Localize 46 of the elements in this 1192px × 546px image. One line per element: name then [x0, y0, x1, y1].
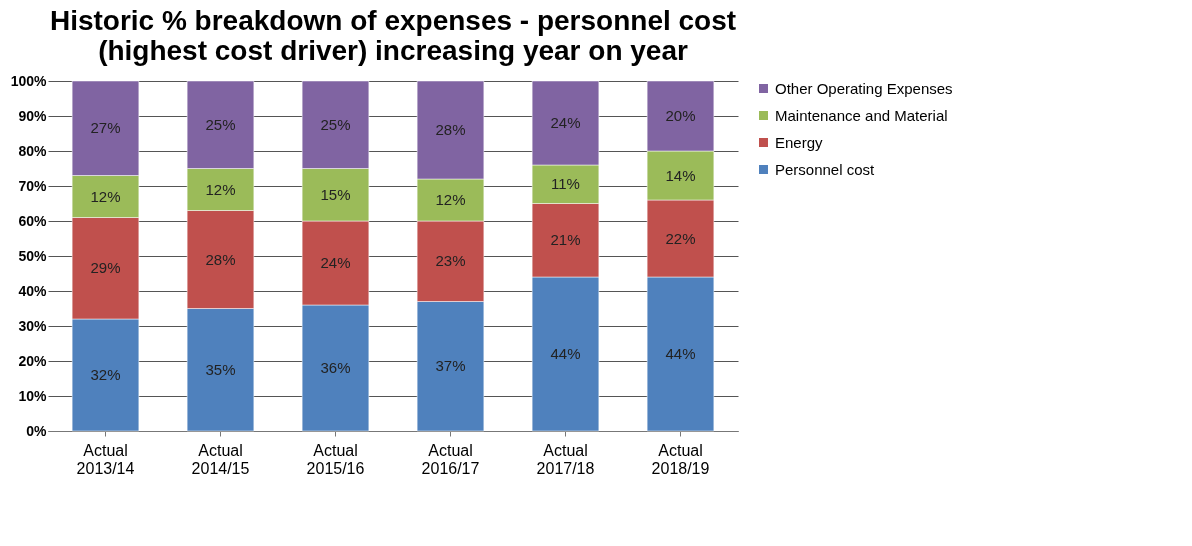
- data-label: 32%: [90, 366, 121, 383]
- legend-label: Energy: [775, 133, 824, 151]
- legend-label: Other Operating Expenses: [775, 79, 953, 97]
- data-label: 29%: [90, 259, 121, 277]
- y-tick-label: 70%: [18, 177, 48, 194]
- data-label: 12%: [205, 180, 236, 198]
- data-label: 15%: [320, 185, 351, 203]
- x-tick-label: Actual 2016/17: [421, 441, 480, 477]
- data-label: 35%: [205, 360, 236, 378]
- y-tick-label: 60%: [18, 212, 48, 229]
- data-label: 21%: [550, 231, 581, 249]
- data-label: 12%: [90, 187, 121, 205]
- y-tick-label: 80%: [18, 142, 48, 159]
- data-label: 44%: [550, 345, 581, 362]
- y-tick-label: 30%: [18, 317, 48, 334]
- legend-label: Maintenance and Material: [775, 106, 948, 124]
- x-tick-label: Actual 2014/15: [191, 441, 250, 477]
- y-tick-label: 40%: [18, 282, 48, 299]
- data-label: 22%: [665, 229, 696, 247]
- x-tick-label: Actual 2015/16: [306, 441, 365, 477]
- x-tick-label: Actual 2017/18: [536, 441, 595, 477]
- y-tick-label: 90%: [18, 107, 48, 124]
- chart-title: Historic % breakdown of expenses - personnel cost (highest cost driver) increasing year on year: [49, 5, 737, 66]
- data-label: 23%: [435, 252, 466, 270]
- data-label: 28%: [435, 121, 466, 138]
- y-tick-label: 100%: [10, 72, 48, 89]
- x-tick-label: Actual 2013/14: [76, 441, 135, 477]
- data-label: 44%: [665, 345, 696, 362]
- data-label: 28%: [205, 250, 236, 268]
- y-tick-label: 0%: [26, 422, 48, 439]
- data-label: 14%: [665, 166, 696, 184]
- legend-label: Personnel cost: [775, 160, 876, 178]
- data-label: 24%: [320, 254, 351, 271]
- data-label: 12%: [435, 191, 466, 208]
- data-label: 25%: [205, 115, 236, 133]
- data-label: 25%: [320, 115, 351, 133]
- data-label: 20%: [665, 107, 696, 124]
- data-label: 36%: [320, 359, 351, 376]
- x-tick-label: Actual 2018/19: [651, 441, 710, 477]
- y-tick-label: 20%: [18, 352, 48, 369]
- data-label: 27%: [90, 119, 121, 137]
- data-label: 24%: [550, 114, 581, 131]
- y-tick-label: 50%: [18, 247, 48, 264]
- data-label: 37%: [435, 357, 466, 375]
- data-label: 11%: [551, 175, 580, 193]
- y-tick-label: 10%: [18, 387, 48, 404]
